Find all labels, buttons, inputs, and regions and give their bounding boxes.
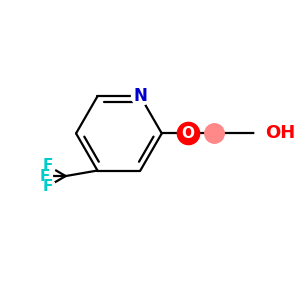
- Text: F: F: [40, 169, 50, 184]
- Text: F: F: [43, 179, 53, 194]
- Text: F: F: [43, 158, 53, 173]
- Text: OH: OH: [266, 124, 296, 142]
- Text: O: O: [182, 126, 194, 141]
- Text: N: N: [134, 87, 147, 105]
